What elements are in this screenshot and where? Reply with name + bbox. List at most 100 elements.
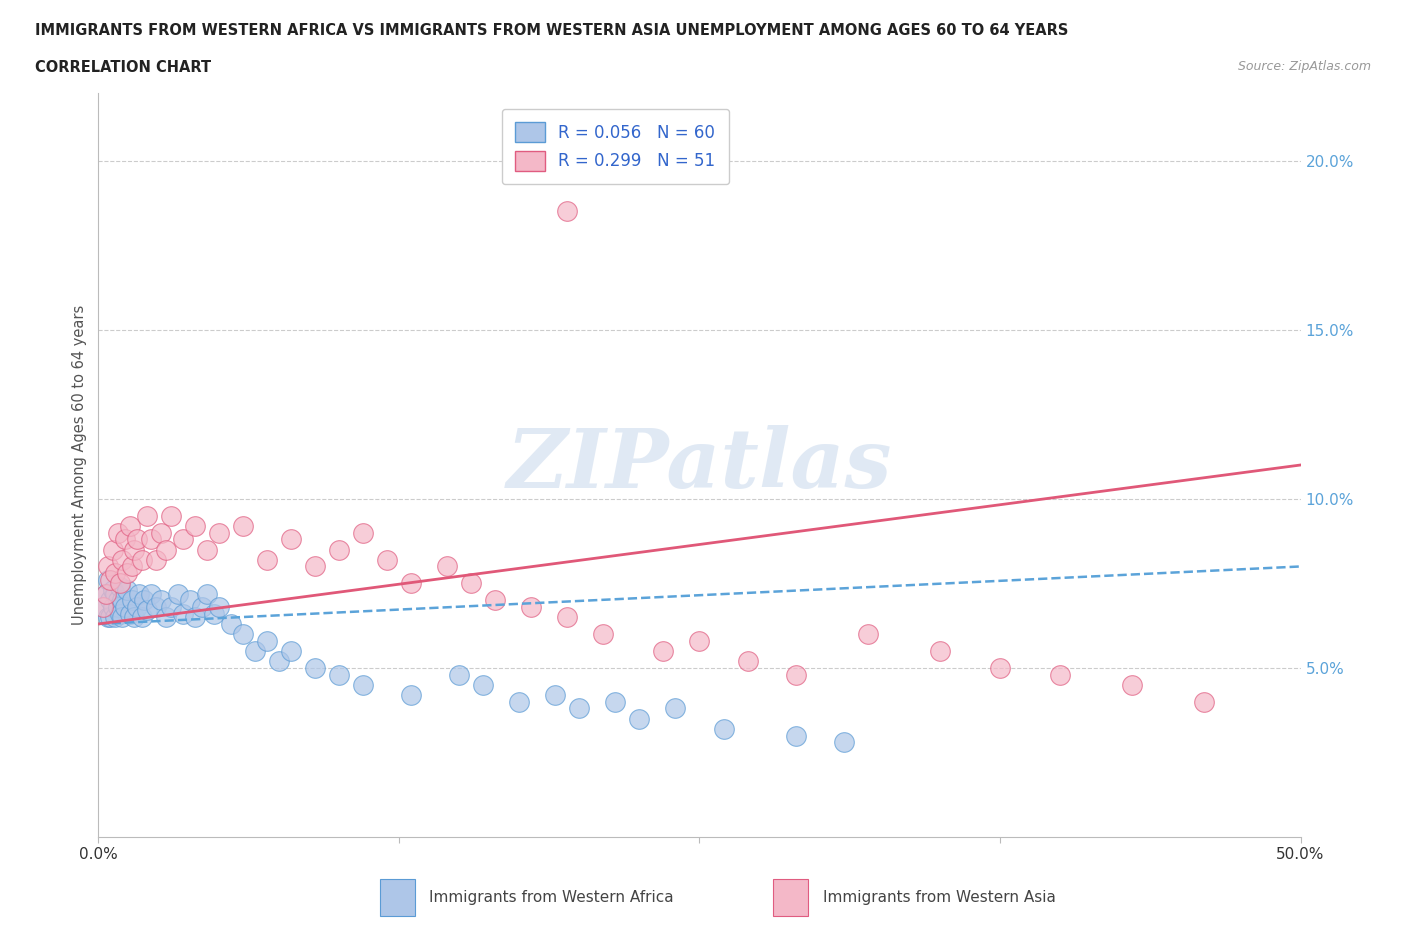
Point — [94, 586, 117, 601]
Point — [447, 667, 470, 682]
Point — [135, 509, 157, 524]
Point — [107, 600, 129, 615]
Point — [375, 552, 398, 567]
Point — [159, 509, 181, 524]
Point — [592, 627, 614, 642]
Point — [688, 633, 710, 648]
Point — [1194, 695, 1216, 710]
Point — [107, 525, 129, 540]
Point — [172, 606, 194, 621]
Point — [328, 542, 350, 557]
Point — [280, 644, 302, 658]
Point — [132, 592, 155, 607]
Point — [117, 565, 139, 580]
Point — [135, 603, 157, 618]
Point — [124, 610, 146, 625]
Point — [97, 573, 120, 588]
Point — [114, 532, 136, 547]
Point — [104, 586, 127, 601]
Point — [131, 610, 153, 625]
Point — [652, 644, 675, 658]
Point — [101, 600, 124, 615]
Point — [104, 565, 127, 580]
Text: Immigrants from Western Asia: Immigrants from Western Asia — [823, 890, 1056, 905]
Point — [159, 600, 181, 615]
Point — [91, 600, 114, 615]
Point — [104, 610, 127, 625]
Point — [183, 610, 205, 625]
Point — [256, 552, 278, 567]
Point — [100, 573, 122, 588]
Point — [118, 606, 141, 621]
Point — [352, 677, 374, 692]
Point — [208, 525, 231, 540]
Point — [124, 542, 146, 557]
Point — [208, 600, 231, 615]
Point — [628, 711, 651, 726]
Text: ZIPatlas: ZIPatlas — [506, 425, 893, 505]
Point — [149, 525, 172, 540]
Point — [399, 687, 422, 702]
Point — [472, 677, 495, 692]
Point — [141, 586, 163, 601]
Point — [111, 552, 134, 567]
Point — [149, 592, 172, 607]
Point — [304, 660, 326, 675]
Point — [555, 610, 578, 625]
Text: Immigrants from Western Africa: Immigrants from Western Africa — [429, 890, 673, 905]
Point — [111, 592, 134, 607]
Point — [713, 722, 735, 737]
Point — [605, 695, 627, 710]
Point — [101, 583, 124, 598]
Point — [128, 586, 150, 601]
Point — [520, 600, 543, 615]
Point — [664, 701, 686, 716]
Point — [131, 552, 153, 567]
Point — [785, 728, 807, 743]
Text: Source: ZipAtlas.com: Source: ZipAtlas.com — [1237, 60, 1371, 73]
Text: CORRELATION CHART: CORRELATION CHART — [35, 60, 211, 75]
Point — [280, 532, 302, 547]
Point — [484, 592, 506, 607]
Point — [737, 654, 759, 669]
Point — [155, 610, 177, 625]
Point — [183, 518, 205, 533]
Point — [568, 701, 591, 716]
Point — [1049, 667, 1071, 682]
Point — [166, 586, 188, 601]
Point — [191, 600, 214, 615]
Point — [118, 518, 141, 533]
Point — [107, 592, 129, 607]
Point — [555, 204, 578, 219]
Legend: R = 0.056   N = 60, R = 0.299   N = 51: R = 0.056 N = 60, R = 0.299 N = 51 — [502, 109, 728, 184]
Point — [125, 600, 148, 615]
Point — [121, 559, 143, 574]
Point — [352, 525, 374, 540]
Point — [145, 600, 167, 615]
Point — [94, 586, 117, 601]
Point — [114, 600, 136, 615]
Point — [91, 600, 114, 615]
Point — [832, 735, 855, 750]
Point — [508, 695, 530, 710]
Point — [544, 687, 567, 702]
Point — [100, 592, 122, 607]
Point — [856, 627, 879, 642]
Point — [117, 583, 139, 598]
Point — [179, 592, 201, 607]
Point — [172, 532, 194, 547]
Point — [232, 518, 254, 533]
Point — [97, 610, 120, 625]
Point — [328, 667, 350, 682]
Point — [1121, 677, 1143, 692]
Point — [121, 592, 143, 607]
Point — [145, 552, 167, 567]
Point — [108, 606, 131, 621]
Point — [125, 532, 148, 547]
Point — [988, 660, 1011, 675]
Point — [141, 532, 163, 547]
Point — [219, 617, 242, 631]
Text: IMMIGRANTS FROM WESTERN AFRICA VS IMMIGRANTS FROM WESTERN ASIA UNEMPLOYMENT AMON: IMMIGRANTS FROM WESTERN AFRICA VS IMMIGR… — [35, 23, 1069, 38]
Point — [267, 654, 290, 669]
Point — [155, 542, 177, 557]
